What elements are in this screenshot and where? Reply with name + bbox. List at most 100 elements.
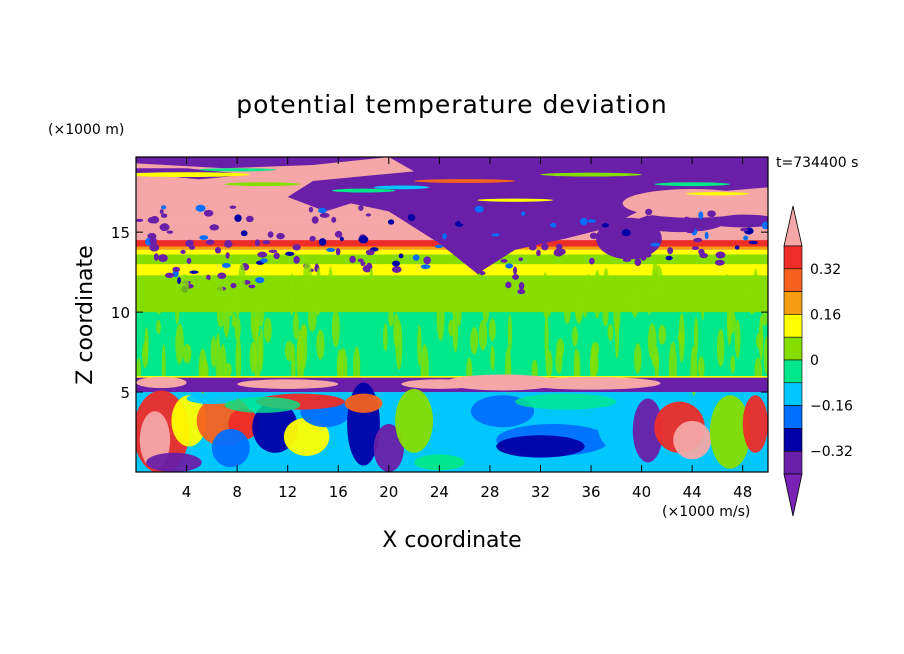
mid-streak	[274, 286, 281, 304]
scatter-dot	[575, 207, 582, 214]
x-tick-label: 48	[733, 483, 752, 501]
scatter-dot	[391, 266, 402, 273]
mid-streak	[693, 316, 699, 356]
scatter-dot	[667, 247, 674, 255]
mid-streak	[730, 355, 736, 374]
mid-streak	[388, 309, 394, 327]
scatter-dot	[714, 259, 725, 266]
mid-streak	[296, 334, 305, 385]
mid-streak	[544, 313, 549, 363]
scatter-dot	[683, 216, 691, 224]
eddy	[186, 392, 238, 405]
streak	[414, 179, 516, 183]
scatter-dot	[505, 281, 512, 289]
mid-streak	[234, 289, 241, 317]
scatter-dot	[387, 219, 395, 225]
scatter-dot	[365, 213, 372, 217]
scatter-dot	[331, 216, 337, 223]
mid-streak	[647, 283, 652, 316]
mid-streak	[526, 290, 533, 312]
scatter-dot	[180, 249, 186, 255]
scatter-dot	[311, 216, 319, 224]
x-tick-label: 8	[232, 483, 242, 501]
scatter-dot	[719, 252, 723, 258]
y-tick-label: 5	[120, 384, 130, 402]
colorbar-box	[783, 428, 803, 452]
mid-streak	[507, 314, 513, 352]
purple-patch	[704, 214, 768, 228]
scatter-dot	[159, 223, 170, 232]
mid-streak	[284, 340, 294, 362]
mid-streak	[216, 284, 224, 299]
eddy	[171, 395, 207, 447]
colorbar-tick-label: −0.16	[810, 399, 853, 415]
scatter-dot	[423, 256, 431, 265]
scatter-dot	[640, 254, 647, 261]
scatter-dot	[463, 226, 472, 234]
scatter-dot	[609, 240, 616, 244]
colorbar-box	[783, 268, 803, 292]
mid-streak	[615, 317, 620, 359]
mid-streak	[563, 297, 571, 325]
mid-streak	[436, 293, 445, 341]
scatter-dot	[245, 215, 254, 223]
scatter-dot	[650, 242, 661, 247]
scatter-dot	[293, 256, 300, 264]
x-axis-ticks: 4 8 12 16 20 24 28 32 36 40 44 48	[182, 157, 752, 501]
scatter-dot	[221, 263, 231, 268]
scatter-dot	[550, 222, 557, 228]
streak	[331, 188, 396, 193]
mid-streak	[316, 329, 325, 360]
colorbar-extend-bottom	[783, 473, 803, 517]
mid-streak	[726, 296, 733, 346]
scatter-dot	[206, 274, 211, 281]
scatter-dot	[158, 254, 168, 263]
scatter-dot	[576, 229, 582, 233]
scatter-dot	[199, 235, 209, 240]
eddy	[414, 454, 465, 471]
scatter-dot	[587, 219, 596, 223]
scatter-dot	[317, 207, 327, 214]
eddy	[742, 395, 768, 453]
scatter-dot	[556, 208, 563, 217]
streak	[224, 182, 301, 187]
scatter-dot	[482, 251, 491, 257]
scatter-dot	[553, 248, 564, 257]
mid-streak	[252, 317, 260, 336]
streak	[136, 172, 250, 177]
mid-streak	[545, 350, 553, 378]
scatter-dot	[471, 242, 479, 246]
scatter-dot	[195, 204, 206, 212]
plot-frame	[135, 156, 769, 473]
eddy	[597, 398, 636, 450]
scatter-dot	[358, 235, 369, 244]
scatter-dot	[240, 230, 248, 237]
mid-streak	[368, 267, 374, 305]
streak	[654, 182, 731, 187]
scatter-dot	[186, 257, 192, 264]
scatter-dot	[513, 266, 518, 275]
scatter-dot	[434, 244, 444, 249]
scatter-dot	[693, 237, 703, 243]
x-tick-label: 4	[182, 483, 192, 501]
scatter-dot	[505, 263, 514, 269]
colorbar-box	[783, 336, 803, 361]
x-tick-label: 36	[581, 483, 600, 501]
scatter-dot	[605, 244, 610, 249]
mid-streak	[204, 279, 211, 302]
mid-streak	[224, 363, 232, 377]
colorbar-tick-label: −0.32	[810, 444, 853, 460]
mid-streak	[450, 297, 457, 315]
scatter-dot	[743, 235, 749, 241]
y-axis-label: Z coordinate	[73, 245, 98, 384]
eddy	[224, 396, 301, 413]
eddy	[515, 393, 617, 410]
scatter-dot	[645, 215, 650, 221]
mid-streak	[174, 288, 180, 325]
mid-streak	[756, 333, 763, 349]
scatter-dot	[474, 205, 484, 213]
scatter-dot	[634, 255, 640, 261]
scatter-dot	[471, 214, 481, 220]
streak	[685, 192, 750, 196]
